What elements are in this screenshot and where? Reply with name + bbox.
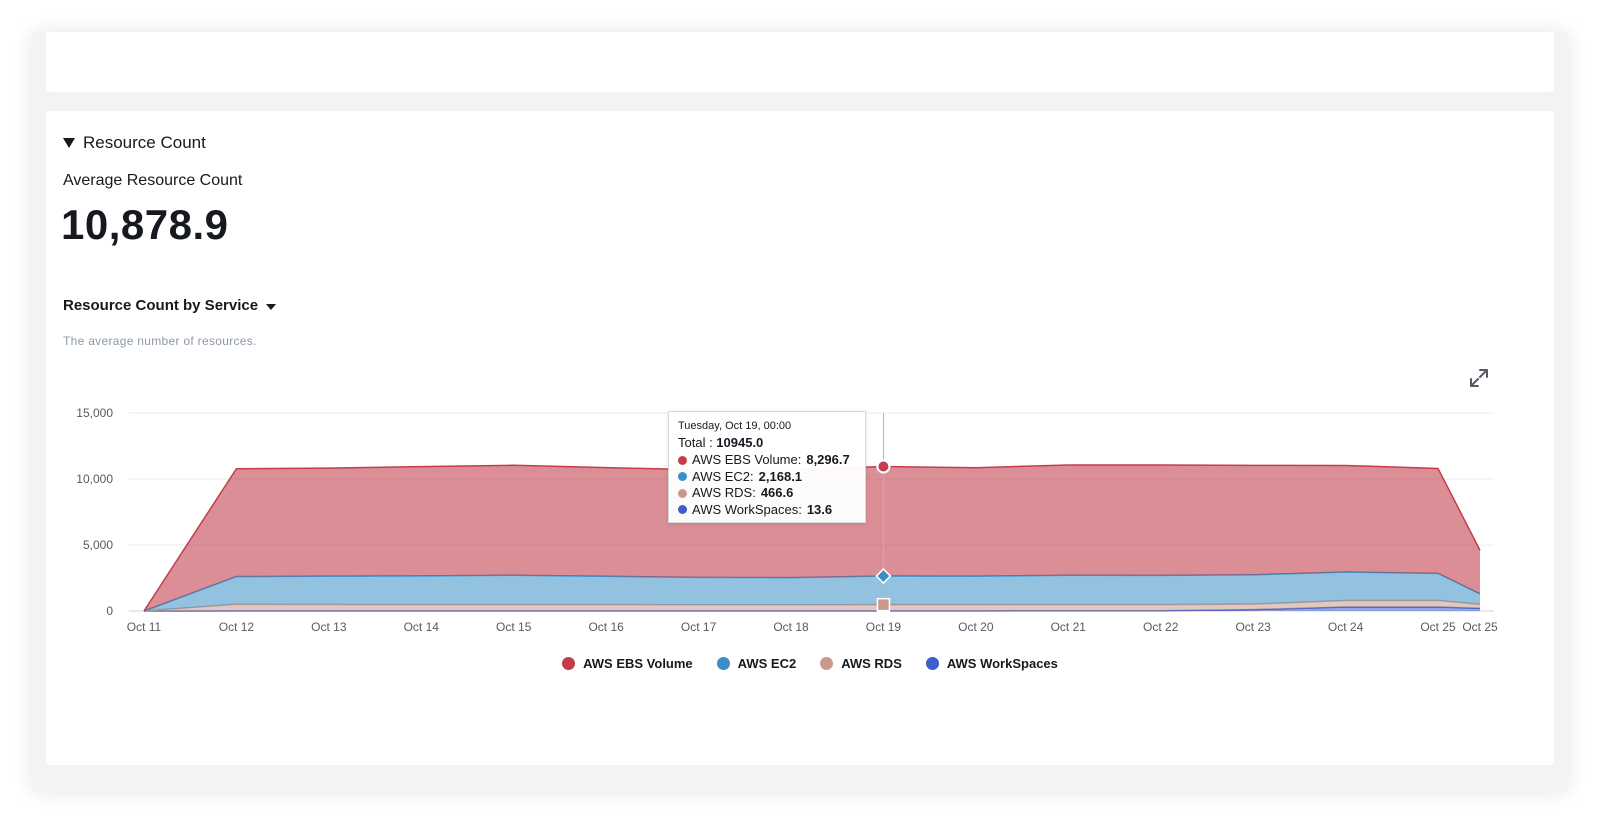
- expand-icon: [1470, 369, 1488, 387]
- chart-title-dropdown[interactable]: Resource Count by Service: [63, 297, 277, 314]
- area-aws-rds: [144, 600, 1480, 611]
- tooltip-row: AWS EBS Volume: 8,296.7: [678, 452, 856, 469]
- chart-tooltip: Tuesday, Oct 19, 00:00 Total : 10945.0 A…: [668, 411, 866, 523]
- x-tick-label: Oct 13: [311, 620, 347, 634]
- y-tick-label: 0: [106, 604, 113, 618]
- section-title: Resource Count: [83, 133, 206, 152]
- x-tick-label: Oct 16: [588, 620, 624, 634]
- tooltip-row: AWS WorkSpaces: 13.6: [678, 502, 856, 519]
- tooltip-dot-rds: [678, 488, 687, 498]
- dashboard-frame: 0 5,000 10,000 15,000 Oct 11 Oct 12 Oct 13 Oct …: [32, 32, 1568, 792]
- x-tick-label: Oct 14: [404, 620, 440, 634]
- tooltip-total: Total : 10945.0: [678, 435, 856, 450]
- marker-ebs-volume: [876, 459, 891, 474]
- x-tick-label: Oct 20: [958, 620, 994, 634]
- tooltip-value: 8,296.7: [806, 452, 850, 467]
- x-tick-label: Oct 25: [1420, 620, 1456, 634]
- y-tick-label: 10,000: [76, 472, 113, 486]
- marker-rds: [876, 597, 891, 612]
- legend-item-workspaces[interactable]: AWS WorkSpaces: [925, 656, 1058, 671]
- resource-count-panel: 0 5,000 10,000 15,000 Oct 11 Oct 12 Oct 13 Oct …: [46, 111, 1554, 765]
- tooltip-row: AWS RDS: 466.6: [678, 485, 856, 502]
- legend-dot: [925, 657, 939, 670]
- area-aws-ebs-volume: [144, 464, 1480, 611]
- legend-item-ec2[interactable]: AWS EC2: [716, 656, 797, 671]
- x-tick-label: Oct 12: [219, 620, 255, 634]
- expand-chart-button[interactable]: [1468, 367, 1490, 389]
- legend-label: AWS EC2: [737, 656, 797, 671]
- metric-value: 10,878.9: [61, 201, 229, 248]
- legend-label: AWS WorkSpaces: [946, 656, 1058, 671]
- chevron-down-icon: [266, 303, 277, 310]
- tooltip-dot-workspaces: [678, 505, 687, 515]
- legend-dot: [562, 657, 576, 670]
- x-tick-label: Oct 11: [127, 620, 162, 634]
- x-tick-label: Oct 24: [1328, 620, 1364, 634]
- x-tick-label: Oct 19: [866, 620, 902, 634]
- chart-title: Resource Count by Service: [63, 297, 259, 314]
- legend-item-rds[interactable]: AWS RDS: [820, 656, 902, 671]
- tooltip-label: AWS WorkSpaces:: [692, 501, 802, 517]
- tooltip-total-value: 10945.0: [716, 435, 764, 450]
- legend-dot: [716, 657, 730, 670]
- previous-panel: [46, 32, 1554, 92]
- chart-legend: AWS EBS Volume AWS EC2 AWS RDS AWS WorkS…: [46, 656, 1554, 671]
- caret-down-icon: [63, 138, 75, 148]
- tooltip-label: AWS EBS Volume:: [692, 452, 802, 467]
- metric-label: Average Resource Count: [63, 172, 243, 189]
- legend-item-ebs-volume[interactable]: AWS EBS Volume: [562, 656, 693, 671]
- tooltip-label: AWS EC2:: [692, 468, 754, 484]
- tooltip-label: AWS RDS:: [692, 485, 756, 500]
- x-tick-label: Oct 17: [681, 620, 717, 634]
- y-tick-label: 5,000: [83, 538, 113, 552]
- tooltip-row: AWS EC2: 2,168.1: [678, 469, 856, 486]
- x-tick-label: Oct 23: [1235, 620, 1271, 634]
- y-tick-label: 15,000: [76, 406, 113, 420]
- x-tick-label: Oct 18: [773, 620, 809, 634]
- x-tick-label: Oct 22: [1143, 620, 1179, 634]
- tooltip-value: 13.6: [806, 501, 833, 517]
- tooltip-dot-ec2: [678, 472, 687, 482]
- area-aws-ec2: [144, 572, 1480, 611]
- x-tick-label: Oct 15: [496, 620, 532, 634]
- section-toggle[interactable]: Resource Count: [63, 133, 206, 153]
- chart-description: The average number of resources.: [63, 334, 257, 348]
- tooltip-date: Tuesday, Oct 19, 00:00: [678, 420, 792, 432]
- x-tick-label: Oct 21: [1051, 620, 1087, 634]
- x-tick-label: Oct 25: [1462, 620, 1498, 634]
- tooltip-value: 2,168.1: [758, 468, 803, 484]
- tooltip-total-label: Total :: [678, 435, 717, 450]
- tooltip-dot-ebs: [678, 455, 687, 465]
- legend-dot: [820, 657, 834, 670]
- legend-label: AWS EBS Volume: [583, 656, 693, 671]
- marker-ec2: [875, 567, 892, 585]
- tooltip-value: 466.6: [760, 485, 794, 500]
- legend-label: AWS RDS: [841, 656, 902, 671]
